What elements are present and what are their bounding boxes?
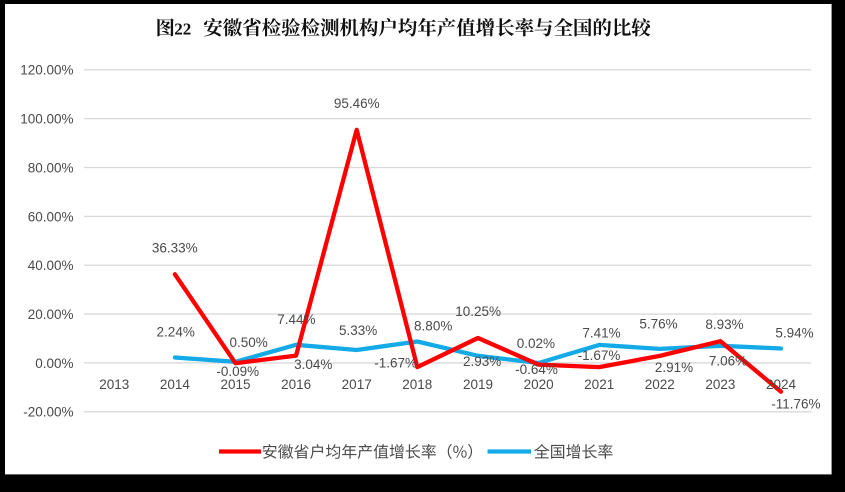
svg-text:2014: 2014 bbox=[160, 377, 191, 392]
svg-text:5.33%: 5.33% bbox=[339, 323, 377, 338]
svg-text:2016: 2016 bbox=[281, 377, 311, 392]
svg-text:3.04%: 3.04% bbox=[294, 357, 332, 372]
svg-text:2.93%: 2.93% bbox=[463, 354, 501, 369]
svg-text:22: 22 bbox=[174, 20, 191, 39]
svg-text:7.41%: 7.41% bbox=[582, 326, 620, 341]
svg-text:2019: 2019 bbox=[463, 377, 493, 392]
svg-text:0.50%: 0.50% bbox=[229, 335, 267, 350]
svg-text:10.25%: 10.25% bbox=[455, 304, 501, 319]
svg-text:-20.00%: -20.00% bbox=[23, 405, 73, 420]
svg-text:95.46%: 95.46% bbox=[334, 96, 380, 111]
svg-text:-1.67%: -1.67% bbox=[374, 355, 417, 370]
svg-text:-0.09%: -0.09% bbox=[216, 364, 259, 379]
svg-text:2.24%: 2.24% bbox=[157, 325, 195, 340]
svg-text:2015: 2015 bbox=[220, 377, 250, 392]
svg-text:120.00%: 120.00% bbox=[20, 63, 73, 78]
svg-text:40.00%: 40.00% bbox=[28, 258, 74, 273]
svg-text:-11.76%: -11.76% bbox=[771, 396, 820, 411]
svg-text:2024: 2024 bbox=[766, 377, 797, 392]
svg-text:2020: 2020 bbox=[524, 377, 554, 392]
svg-text:5.76%: 5.76% bbox=[639, 316, 677, 331]
svg-text:2.91%: 2.91% bbox=[655, 360, 693, 375]
svg-text:5.94%: 5.94% bbox=[775, 325, 813, 340]
svg-text:2022: 2022 bbox=[645, 377, 675, 392]
svg-text:80.00%: 80.00% bbox=[28, 160, 74, 175]
svg-text:8.80%: 8.80% bbox=[414, 318, 452, 333]
svg-text:-0.64%: -0.64% bbox=[515, 362, 558, 377]
svg-text:-1.67%: -1.67% bbox=[578, 348, 621, 363]
svg-text:2021: 2021 bbox=[584, 377, 614, 392]
svg-text:2023: 2023 bbox=[705, 377, 735, 392]
svg-text:7.06%: 7.06% bbox=[709, 354, 747, 369]
svg-text:2018: 2018 bbox=[402, 377, 432, 392]
svg-text:0.02%: 0.02% bbox=[517, 336, 555, 351]
svg-text:20.00%: 20.00% bbox=[28, 307, 74, 322]
svg-text:60.00%: 60.00% bbox=[28, 209, 74, 224]
svg-text:100.00%: 100.00% bbox=[20, 112, 73, 127]
svg-text:0.00%: 0.00% bbox=[35, 356, 73, 371]
svg-text:7.44%: 7.44% bbox=[277, 312, 315, 327]
svg-text:36.33%: 36.33% bbox=[152, 240, 198, 255]
svg-text:2013: 2013 bbox=[99, 377, 129, 392]
svg-text:2017: 2017 bbox=[342, 377, 372, 392]
svg-text:8.93%: 8.93% bbox=[705, 317, 743, 332]
